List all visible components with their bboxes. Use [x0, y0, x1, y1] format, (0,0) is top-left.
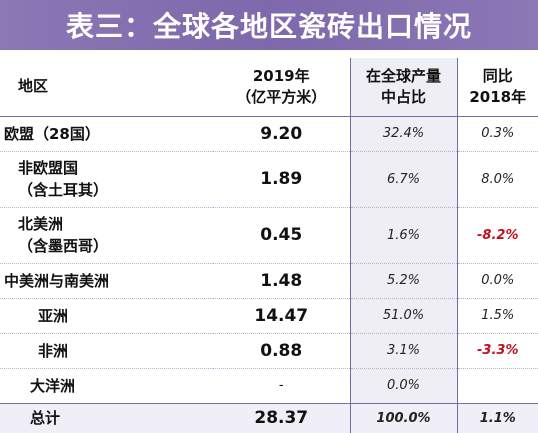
- header-yoy: 同比 2018年: [457, 58, 538, 117]
- header-value-line1: 2019年: [252, 66, 310, 85]
- region-line1: 非欧盟国: [18, 159, 79, 177]
- header-yoy-line1: 同比: [482, 66, 513, 85]
- total-value: 28.37: [213, 402, 350, 433]
- value-cell: 9.20: [213, 116, 350, 152]
- header-share-line1: 在全球产量: [365, 66, 441, 85]
- table-row: 亚洲 14.47 51.0% 1.5%: [0, 298, 538, 334]
- value-cell: 0.45: [213, 207, 350, 264]
- total-label: 总计: [0, 402, 213, 433]
- yoy-cell: 1.5%: [457, 298, 538, 334]
- share-cell: 51.0%: [349, 298, 458, 334]
- region-line2: （含墨西哥）: [18, 237, 109, 255]
- value-cell: -: [213, 368, 350, 404]
- yoy-cell: 0.0%: [457, 263, 538, 299]
- yoy-cell: -8.2%: [457, 207, 538, 264]
- header-yoy-line2: 2018年: [469, 87, 527, 106]
- table-row: 北美洲 （含墨西哥） 0.45 1.6% -8.2%: [0, 207, 538, 264]
- yoy-cell: -3.3%: [457, 333, 538, 369]
- value-cell: 0.88: [213, 333, 350, 369]
- value-cell: 1.89: [213, 151, 350, 208]
- page-title: 表三：全球各地区瓷砖出口情况: [65, 10, 472, 43]
- header-value: 2019年 （亿平方米）: [213, 58, 350, 117]
- total-share: 100.0%: [349, 402, 458, 433]
- title-banner: 表三：全球各地区瓷砖出口情况: [0, 0, 538, 50]
- yoy-cell: [457, 368, 538, 404]
- share-cell: 1.6%: [349, 207, 458, 264]
- share-cell: 32.4%: [349, 116, 458, 152]
- region-cell: 北美洲 （含墨西哥）: [0, 207, 213, 264]
- value-cell: 14.47: [213, 298, 350, 334]
- yoy-cell: 8.0%: [457, 151, 538, 208]
- export-table: 地区 2019年 （亿平方米） 在全球产量 中占比 同比 2018年 欧盟（28…: [0, 58, 538, 433]
- region-cell: 欧盟（28国）: [0, 116, 213, 152]
- share-cell: 0.0%: [349, 368, 458, 404]
- table-header-row: 地区 2019年 （亿平方米） 在全球产量 中占比 同比 2018年: [0, 58, 538, 117]
- share-cell: 6.7%: [349, 151, 458, 208]
- table-row: 欧盟（28国） 9.20 32.4% 0.3%: [0, 116, 538, 152]
- yoy-cell: 0.3%: [457, 116, 538, 152]
- header-value-line2: （亿平方米）: [236, 87, 327, 106]
- region-cell: 非洲: [0, 333, 213, 369]
- header-region: 地区: [0, 58, 213, 117]
- total-yoy: 1.1%: [457, 402, 538, 433]
- region-cell: 中美洲与南美洲: [0, 263, 213, 299]
- region-cell: 非欧盟国 （含土耳其）: [0, 151, 213, 208]
- region-cell: 亚洲: [0, 298, 213, 334]
- region-line2: （含土耳其）: [18, 181, 109, 199]
- region-cell: 大洋洲: [0, 368, 213, 404]
- table-row: 非洲 0.88 3.1% -3.3%: [0, 333, 538, 369]
- share-cell: 3.1%: [349, 333, 458, 369]
- table-row: 非欧盟国 （含土耳其） 1.89 6.7% 8.0%: [0, 151, 538, 208]
- share-cell: 5.2%: [349, 263, 458, 299]
- table-row: 中美洲与南美洲 1.48 5.2% 0.0%: [0, 263, 538, 299]
- header-share-line2: 中占比: [380, 87, 426, 106]
- value-cell: 1.48: [213, 263, 350, 299]
- region-line1: 北美洲: [18, 215, 64, 233]
- header-share: 在全球产量 中占比: [349, 58, 458, 117]
- table-row: 大洋洲 - 0.0%: [0, 368, 538, 404]
- total-row: 总计 28.37 100.0% 1.1%: [0, 402, 538, 433]
